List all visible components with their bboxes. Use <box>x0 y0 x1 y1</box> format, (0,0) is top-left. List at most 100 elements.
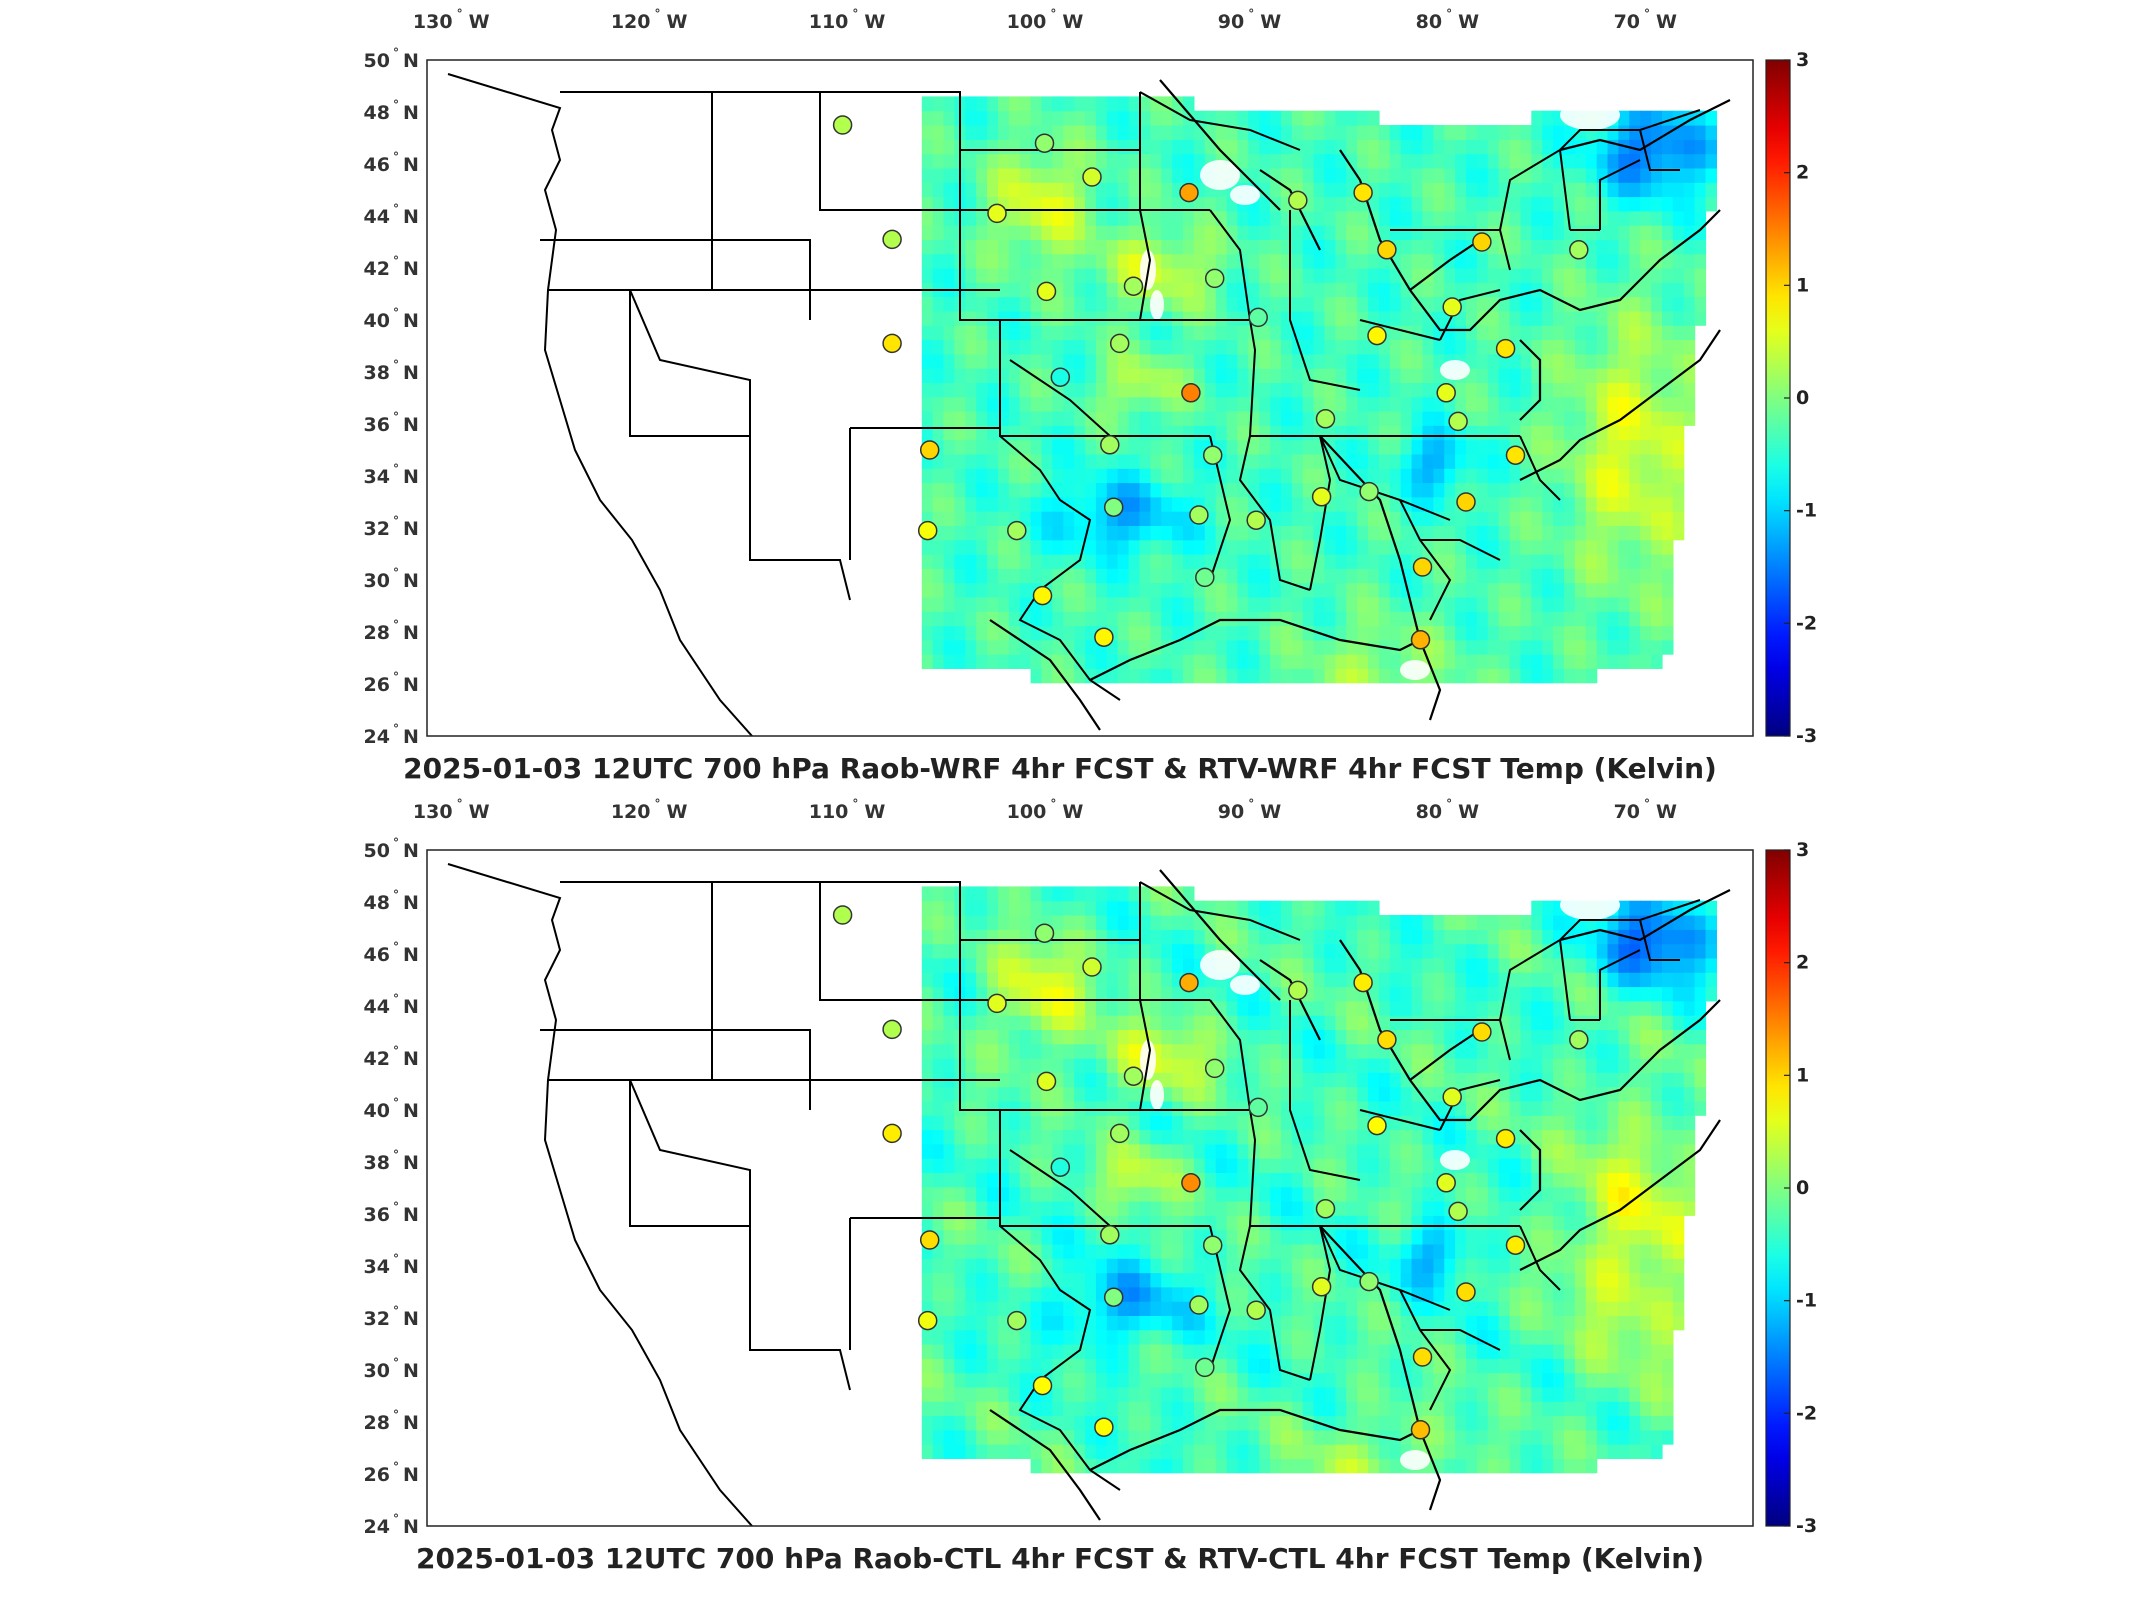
station-marker <box>1311 487 1332 507</box>
lat-tick-label: 36 ° N <box>364 1200 419 1226</box>
station-marker <box>882 1123 902 1144</box>
lat-tick-label: 46 ° N <box>364 150 419 176</box>
station-marker <box>917 1310 938 1331</box>
lat-tick-label: 34 ° N <box>364 1252 419 1278</box>
station-marker <box>1353 972 1373 993</box>
svg-text:N: N <box>403 622 419 644</box>
station-marker <box>917 520 938 541</box>
top-map-svg: 130 ° W 120 ° W 110 ° W 100 ° W 90 ° W 80 ° W 70 ° W50 ° N48 ° N… <box>364 7 1818 785</box>
lat-tick-label: 30 ° N <box>364 1356 419 1382</box>
coastline <box>1089 618 1421 681</box>
station-marker <box>1179 182 1199 203</box>
station-marker <box>1007 1310 1027 1331</box>
state-border-line <box>1139 91 1301 151</box>
svg-text:N: N <box>403 414 419 436</box>
colorbar-tick-label: 1 <box>1796 274 1809 296</box>
svg-text:50: 50 <box>364 50 390 72</box>
station-marker <box>1123 1066 1144 1086</box>
station-marker <box>1034 923 1055 943</box>
state-border-line <box>540 1029 811 1110</box>
station-marker <box>1410 1420 1431 1440</box>
state-border-line <box>1519 1225 1561 1291</box>
station-marker <box>1495 1128 1516 1149</box>
svg-text:N: N <box>403 206 419 228</box>
svg-text:46: 46 <box>364 154 390 176</box>
lon-tick-label: 100 ° W <box>1007 797 1084 823</box>
svg-text:N: N <box>403 154 419 176</box>
station-marker <box>1412 1347 1433 1367</box>
station-marker <box>1179 972 1199 993</box>
state-border-line <box>629 1079 751 1227</box>
station-marker <box>1100 1225 1120 1245</box>
lon-tick-label: 80 ° W <box>1416 7 1479 33</box>
station-marker <box>832 115 853 135</box>
svg-text:70: 70 <box>1614 11 1640 33</box>
svg-text:°: ° <box>1248 7 1254 21</box>
state-border-line <box>1238 435 1311 591</box>
svg-text:42: 42 <box>364 258 390 280</box>
svg-text:34: 34 <box>364 466 390 488</box>
station-marker <box>1032 585 1053 606</box>
state-border-line <box>1439 289 1501 341</box>
coastline <box>1259 959 1321 1041</box>
state-border-line <box>560 91 1113 437</box>
station-marker <box>1246 510 1266 530</box>
station-marker <box>1248 307 1268 328</box>
lat-tick-label: 28 ° N <box>364 618 419 644</box>
lat-tick-label: 42 ° N <box>364 254 419 280</box>
svg-text:°: ° <box>393 202 399 216</box>
lat-tick-label: 38 ° N <box>364 1148 419 1174</box>
station-marker <box>1050 1157 1071 1177</box>
station-marker <box>1442 1087 1462 1107</box>
station-marker <box>1436 1173 1456 1193</box>
svg-text:°: ° <box>393 358 399 372</box>
colorbar-tick-label: -2 <box>1796 612 1817 634</box>
coastline <box>1339 149 1721 332</box>
station-marker <box>1353 182 1373 203</box>
svg-text:°: ° <box>393 462 399 476</box>
state-border-line <box>819 92 960 211</box>
state-border-line <box>1499 899 1701 1021</box>
lon-tick-label: 90 ° W <box>1218 7 1281 33</box>
lat-tick-label: 46 ° N <box>364 940 419 966</box>
lon-tick-label: 130 ° W <box>413 797 490 823</box>
state-border-line <box>540 239 811 320</box>
lat-tick-label: 50 ° N <box>364 46 419 72</box>
lat-tick-label: 24 ° N <box>364 1512 419 1538</box>
svg-text:48: 48 <box>364 102 390 124</box>
station-marker <box>1288 980 1308 1001</box>
station-marker <box>882 229 902 250</box>
colorbar-tick-label: 0 <box>1796 387 1809 409</box>
station-marker <box>1472 1022 1492 1042</box>
svg-text:120: 120 <box>611 11 651 33</box>
station-marker <box>1094 1417 1114 1437</box>
coastline <box>1519 339 1542 421</box>
station-marker <box>1315 1199 1336 1219</box>
svg-text:N: N <box>403 102 419 124</box>
bottom-map-panel: 130 ° W 120 ° W 110 ° W 100 ° W 90 ° W 80 ° W 70 ° W 50 ° N 48 ° N… <box>0 790 2133 1580</box>
station-marker <box>1189 1295 1209 1315</box>
colorbar-tick-label: -3 <box>1796 725 1817 747</box>
svg-text:36: 36 <box>364 414 390 436</box>
lat-tick-label: 38 ° N <box>364 358 419 384</box>
svg-text:°: ° <box>393 566 399 580</box>
coastline <box>1409 1029 1481 1081</box>
station-marker <box>1034 133 1055 153</box>
svg-text:28: 28 <box>364 622 390 644</box>
station-marker <box>1181 1173 1201 1193</box>
map-title: 2025-01-03 12UTC 700 hPa Raob-CTL 4hr FC… <box>416 1542 1704 1575</box>
lat-tick-label: 26 ° N <box>364 1460 419 1486</box>
colorbar-tick-label: 3 <box>1796 49 1809 71</box>
temperature-field <box>921 96 1717 684</box>
coastline <box>1159 79 1281 211</box>
raob-stations <box>832 115 1589 650</box>
svg-text:°: ° <box>852 7 858 21</box>
station-marker <box>1109 1123 1130 1144</box>
state-border-line <box>1249 1109 1257 1227</box>
svg-text:110: 110 <box>809 11 849 33</box>
state-border-line <box>1309 1225 1332 1381</box>
state-border-line <box>999 1225 1121 1491</box>
station-marker <box>882 333 902 354</box>
svg-text:32: 32 <box>364 518 390 540</box>
station-marker <box>1359 1271 1379 1292</box>
